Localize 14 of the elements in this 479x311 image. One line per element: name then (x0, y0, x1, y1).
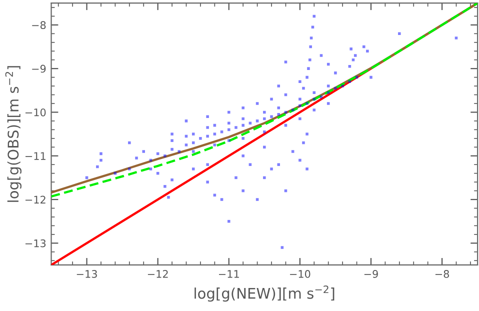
y-tick-label: −13 (26, 239, 46, 248)
y-tick-label: −12 (26, 196, 46, 204)
x-axis-title: log[g(NEW)][m s$^{−2}$] (194, 285, 334, 302)
x-tick-label: −10 (290, 270, 310, 278)
y-tick-label: −11 (26, 152, 46, 160)
x-tick-label: −9 (364, 270, 378, 278)
x-tick-label: −13 (76, 270, 97, 278)
y-axis-title: log[g(OBS)][m s$^{−2}$] (5, 66, 22, 202)
y-tick-label: −9 (32, 64, 46, 73)
x-tick-label: −11 (218, 270, 239, 278)
y-tick-label: −10 (26, 108, 46, 116)
x-tick-label: −12 (148, 270, 168, 278)
y-tick-label: −8 (32, 21, 46, 30)
x-tick-label: −8 (435, 270, 449, 278)
